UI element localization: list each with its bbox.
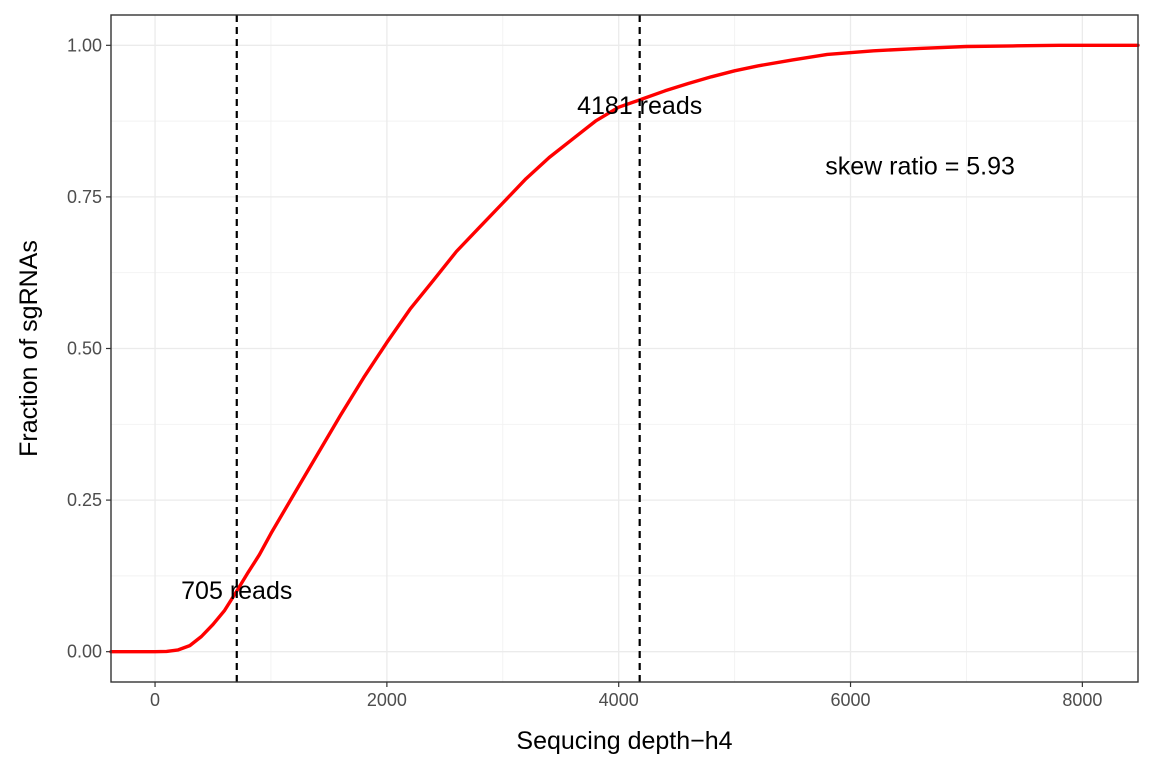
- x-axis-title: Sequcing depth−h4: [516, 727, 732, 755]
- y-axis: 0.00 0.25 0.50 0.75 1.00: [67, 35, 111, 662]
- annotation-label: 705 reads: [181, 577, 292, 605]
- y-tick-label: 1.00: [67, 35, 102, 55]
- annotation-label: 4181 reads: [577, 92, 702, 120]
- x-axis: 0 2000 4000 6000 8000: [150, 682, 1102, 710]
- y-axis-title: Fraction of sgRNAs: [15, 240, 43, 457]
- reference-lines: [235, 15, 641, 682]
- x-tick-label: 2000: [367, 690, 407, 710]
- x-tick-label: 4000: [599, 690, 639, 710]
- annotations: 705 reads 4181 reads skew ratio = 5.93: [181, 92, 1015, 605]
- y-tick-label: 0.00: [67, 642, 102, 662]
- annotation-label: skew ratio = 5.93: [825, 153, 1015, 181]
- y-tick-label: 0.75: [67, 187, 102, 207]
- x-tick-label: 6000: [831, 690, 871, 710]
- y-tick-label: 0.50: [67, 339, 102, 359]
- major-gridlines: [111, 15, 1138, 682]
- x-tick-label: 8000: [1062, 690, 1102, 710]
- x-tick-label: 0: [150, 690, 160, 710]
- y-tick-label: 0.25: [67, 490, 102, 510]
- series-layer: [109, 43, 1140, 654]
- cumulative-fraction-line: [109, 43, 1140, 654]
